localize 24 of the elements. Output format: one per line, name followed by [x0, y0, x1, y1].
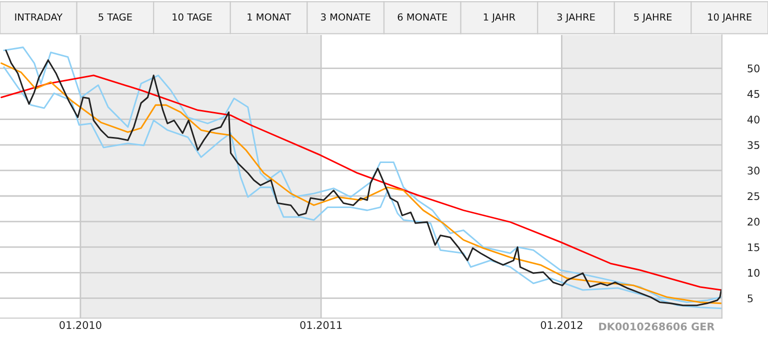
y-tick-label: 5	[748, 294, 753, 302]
y-tick-label: 10	[748, 268, 760, 277]
y-tick-label: 15	[748, 243, 760, 252]
y-tick-label: 20	[748, 218, 760, 226]
text: 5 TAGE	[98, 13, 132, 21]
text: 3 JAHRE	[557, 13, 595, 22]
text: 1 MONAT	[248, 13, 292, 21]
y-tick-label: 35	[748, 141, 760, 150]
x-tick-label: 01.2012	[540, 321, 582, 329]
text: 10 JAHRE	[708, 13, 752, 22]
y-tick-label: 30	[748, 166, 760, 175]
y-tick-label: 45	[747, 90, 760, 98]
text: 1 JAHR	[484, 13, 516, 22]
text: 3 MONATE	[321, 13, 370, 21]
text: DK0010268606 GER	[599, 322, 714, 330]
text: 10 TAGE	[172, 13, 212, 21]
x-tick-label: 01.2011	[300, 321, 342, 329]
y-tick-label: 50	[748, 64, 760, 72]
text: INTRADAY	[15, 13, 63, 21]
y-tick-label: 25	[748, 192, 760, 200]
y-tick-label: 40	[747, 116, 760, 124]
text: 5 JAHRE	[634, 13, 672, 22]
text: 6 MONATE	[398, 13, 448, 21]
x-tick-label: 01.2010	[60, 321, 102, 329]
